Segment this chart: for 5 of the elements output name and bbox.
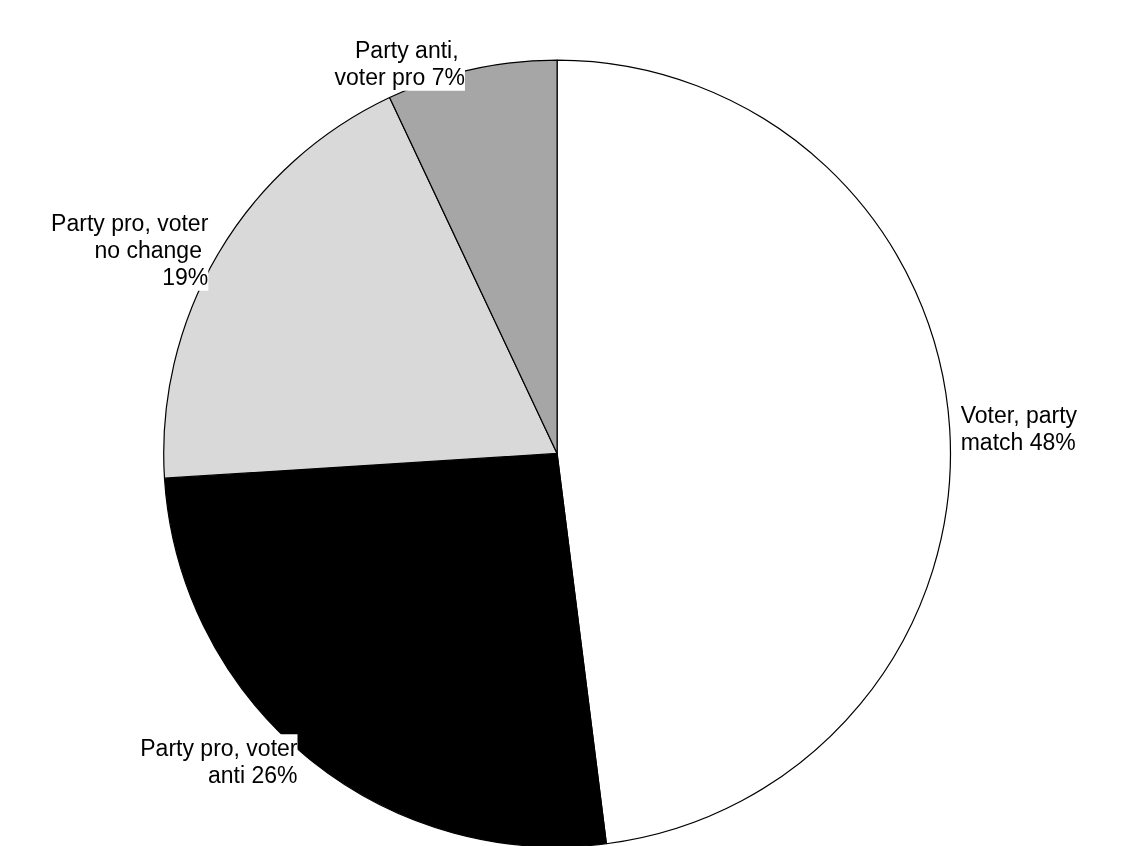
slice-label: Voter, party match 48% (960, 401, 1084, 455)
slice-label: Party pro, voter no change (51, 210, 209, 264)
slice-label: Party anti, voter pro 7% (334, 37, 465, 91)
slice-label: Party pro, voter anti 26% (140, 734, 298, 788)
data-label: 19% (162, 264, 209, 291)
